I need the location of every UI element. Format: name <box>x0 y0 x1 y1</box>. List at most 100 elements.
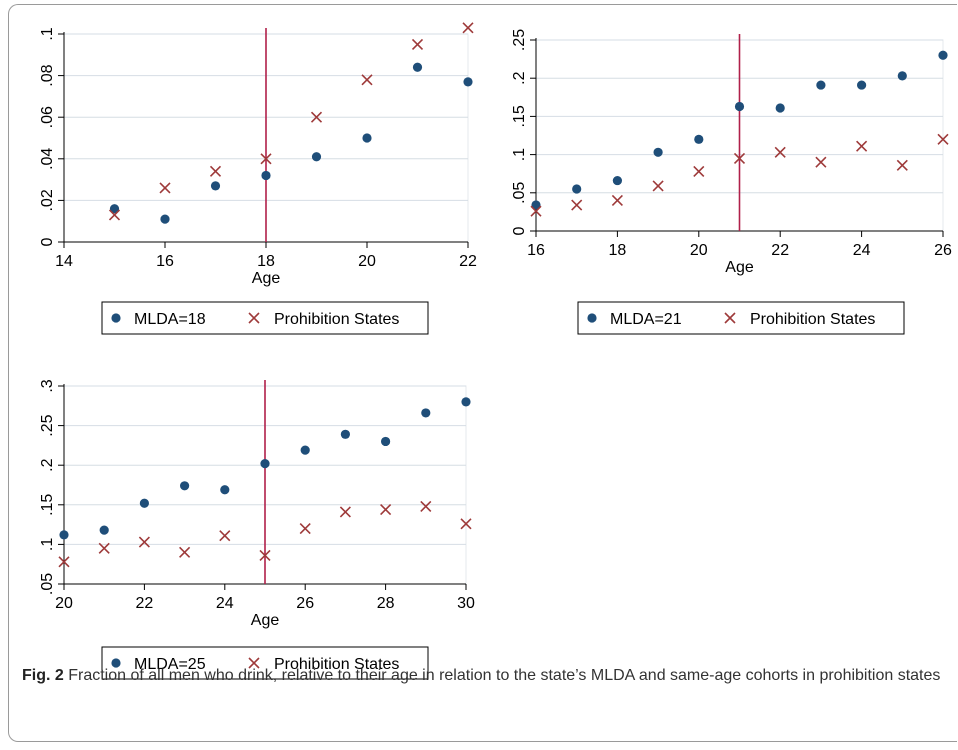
panel-1-legend-marker-mlda <box>111 313 121 323</box>
panel-2-x-tick-label: 20 <box>690 242 708 259</box>
panel-1-y-tick-label: .1 <box>39 27 56 40</box>
panel-3-y-tick-label: .15 <box>39 494 56 516</box>
panel-2-point-mlda <box>775 103 785 113</box>
panel-1-point-prohibition <box>411 38 424 50</box>
panel-2-point-mlda <box>694 134 704 144</box>
panel-1-x-tick-label: 16 <box>156 253 174 270</box>
panel-1-y-tick-label: .08 <box>39 64 56 86</box>
panel-3-point-mlda <box>381 436 391 447</box>
panel-3-point-mlda <box>300 445 310 455</box>
panel-2-y-tick-label: 0 <box>511 226 528 235</box>
panel-2-point-prohibition <box>652 180 664 192</box>
panel-3-x-tick-label: 28 <box>377 595 395 612</box>
panel-2-point-mlda <box>531 200 541 210</box>
panel-3-point-mlda <box>340 429 350 439</box>
panel-2-x-tick-label: 26 <box>934 242 952 259</box>
panel-2-point-mlda <box>572 184 582 194</box>
panel-3-point-prohibition <box>380 503 392 516</box>
panel-2-point-prohibition <box>733 152 746 164</box>
panel-1-point-mlda <box>463 77 473 87</box>
panel-3-point-mlda <box>421 408 431 418</box>
panel-2-y-tick-label: .1 <box>511 148 528 161</box>
panel-1-x-tick-label: 18 <box>257 253 275 270</box>
panel-1-point-mlda <box>311 152 322 162</box>
panel-1-y-tick-label: .06 <box>39 106 56 128</box>
panel-1-legend-label-prohibition: Prohibition States <box>274 311 399 328</box>
panel-1-x-tick-label: 20 <box>358 253 376 270</box>
panel-3-x-axis-title: Age <box>251 612 280 629</box>
panel-1-legend-box <box>101 301 429 335</box>
panel-3-point-prohibition <box>98 542 110 554</box>
panel-3-point-mlda <box>139 498 149 508</box>
panel-3-point-mlda <box>461 397 471 407</box>
panel-1-point-mlda <box>160 214 170 224</box>
panel-1-y-tick-label: .02 <box>39 189 56 211</box>
panel-1-point-prohibition <box>310 111 323 123</box>
panel-2-legend-marker-prohibition <box>724 312 736 324</box>
panel-3-point-prohibition <box>460 518 472 530</box>
panel-2-point-prohibition <box>571 199 583 211</box>
panel-1-point-prohibition <box>159 182 171 194</box>
panel-1-x-axis-title: Age <box>252 270 281 287</box>
panel-2-legend-label-mlda: MLDA=21 <box>610 311 682 328</box>
panel-1-point-prohibition <box>260 153 272 165</box>
panel-1-point-prohibition <box>361 74 373 86</box>
panel-3-point-prohibition <box>138 536 150 548</box>
figure-frame <box>8 4 957 742</box>
panel-2-point-mlda <box>938 50 948 60</box>
panel-3-point-prohibition <box>420 500 432 512</box>
panel-2-point-prohibition <box>693 165 705 177</box>
panel-2-point-prohibition <box>815 156 827 168</box>
panel-1-x-tick-label: 14 <box>55 253 73 270</box>
panel-1-point-prohibition <box>462 22 474 34</box>
panel-2-x-tick-label: 18 <box>609 242 627 259</box>
panel-3-point-mlda <box>99 525 109 535</box>
panel-2-point-mlda <box>653 147 663 157</box>
panel-3-legend-box <box>101 646 429 680</box>
panel-3-y-tick-label: .05 <box>39 573 56 595</box>
panel-1-y-tick-label: 0 <box>39 237 56 246</box>
panel-2-legend-box <box>577 301 905 335</box>
panel-2-x-tick-label: 24 <box>853 242 871 259</box>
panel-1-x-tick-label: 22 <box>459 253 477 270</box>
panel-1-legend-label-mlda: MLDA=18 <box>134 311 206 328</box>
panel-2-x-tick-label: 22 <box>771 242 789 259</box>
panel-2-legend-marker-mlda <box>587 313 597 323</box>
panel-1-point-prohibition <box>209 165 222 177</box>
panel-2-y-tick-label: .05 <box>511 182 528 204</box>
panel-3-point-prohibition <box>339 506 351 518</box>
panel-1-point-mlda <box>109 204 120 214</box>
panel-2-y-tick-label: .25 <box>511 29 528 51</box>
panel-3-point-mlda <box>180 481 190 491</box>
panel-2-x-axis-title: Age <box>725 259 754 276</box>
panel-3-point-prohibition <box>299 522 311 535</box>
panel-2-point-mlda <box>816 80 826 90</box>
panel-3-point-prohibition <box>259 549 271 562</box>
panel-1-point-mlda <box>210 181 221 191</box>
panel-2-y-tick-label: .2 <box>511 71 528 84</box>
panel-2-y-tick-label: .15 <box>511 105 528 127</box>
panel-2-point-prohibition <box>530 205 542 217</box>
panel-1-point-prohibition <box>108 209 121 221</box>
panel-2-point-prohibition <box>774 146 786 158</box>
caption-text: Fraction of all men who drink, relative … <box>68 667 941 684</box>
figure-caption: Fig. 2 Fraction of all men who drink, re… <box>22 664 942 687</box>
panel-3-point-prohibition <box>179 546 191 558</box>
panel-3-x-tick-label: 26 <box>296 595 314 612</box>
panel-3-point-mlda <box>59 530 69 540</box>
caption-label: Fig. 2 <box>22 667 64 684</box>
panel-1-point-mlda <box>412 62 423 72</box>
panel-3-legend-marker-prohibition <box>248 657 260 669</box>
panel-2-point-prohibition <box>937 133 949 145</box>
panel-1-legend-marker-prohibition <box>248 312 260 324</box>
panel-3-point-mlda <box>220 485 230 495</box>
panel-2-point-prohibition <box>856 140 868 152</box>
panel-3-y-tick-label: .2 <box>39 458 56 471</box>
panel-2-point-prohibition <box>611 194 623 207</box>
panel-2-x-tick-label: 16 <box>527 242 545 259</box>
panel-3-y-tick-label: .1 <box>39 538 56 551</box>
panel-2-point-mlda <box>734 101 745 112</box>
panel-3-x-tick-label: 20 <box>55 595 73 612</box>
panel-2-point-prohibition <box>896 159 908 171</box>
